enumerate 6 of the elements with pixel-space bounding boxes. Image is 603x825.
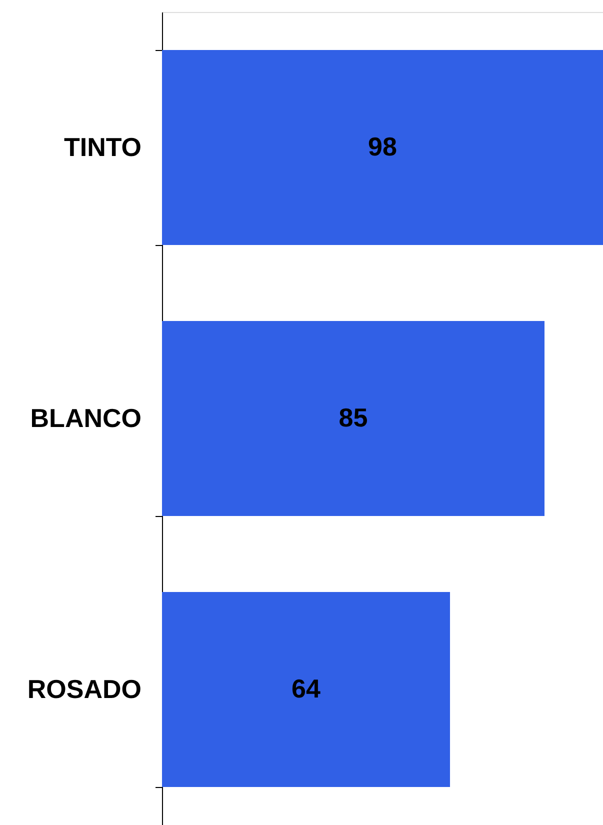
y-tick-label: TINTO bbox=[64, 132, 142, 162]
y-tick-label: ROSADO bbox=[27, 674, 142, 704]
data-label: 85 bbox=[338, 402, 368, 432]
data-label: 64 bbox=[292, 674, 321, 704]
data-label: 98 bbox=[368, 132, 397, 162]
y-tick-label: BLANCO bbox=[30, 403, 142, 433]
